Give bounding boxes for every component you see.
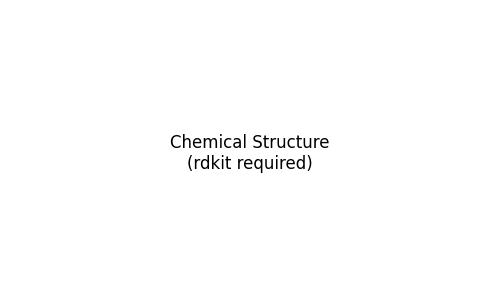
Text: Chemical Structure
(rdkit required): Chemical Structure (rdkit required) bbox=[170, 134, 329, 173]
